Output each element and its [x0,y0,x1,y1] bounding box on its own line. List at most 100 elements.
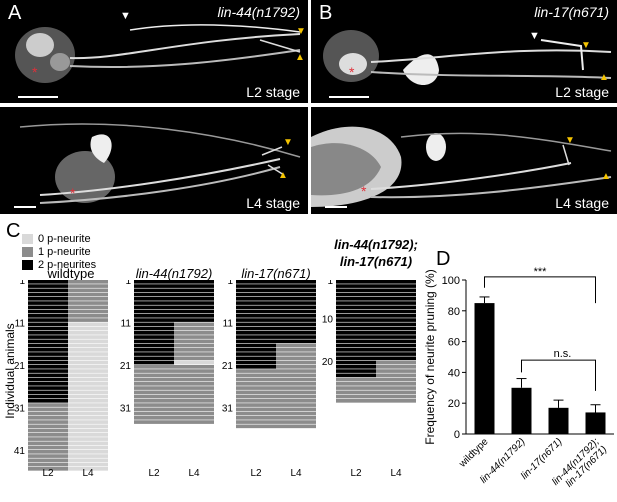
panel-b-yellow-arrowhead-icon: ▼ [581,40,591,51]
grid-cell-l2 [236,309,276,314]
grid-cell-l2 [336,352,376,356]
grid-cell-l4 [174,343,214,348]
grid-cell-l2 [236,420,276,424]
grid-cell-l2 [134,360,174,365]
grid-cell-l2 [28,394,68,399]
grid-cell-l4 [376,390,416,395]
grid-cell-l4 [376,335,416,339]
grid-cell-l2 [28,467,68,471]
bar [474,303,495,434]
grid-cell-l2 [336,356,376,361]
grid-row-tick: 11 [15,319,26,330]
panel-a-neuron-drawing [15,24,301,83]
grid-cell-l4 [276,399,316,403]
grid-row-tick: 11 [223,319,234,330]
bar [585,412,606,434]
grid-cell-l2 [134,292,174,297]
grid-row-tick: 1 [327,280,333,287]
grid-cell-l2 [28,382,68,386]
grid-cell-l4 [68,305,108,310]
grid-cell-l2 [134,369,174,373]
grid-cell-l2 [28,280,68,284]
grid-cell-l4 [68,458,108,463]
grid-cell-l4 [376,394,416,399]
grid-cell-l4 [276,331,316,335]
panel-d-image: L4 stage * ▼ ▲ [311,107,617,214]
grid-cell-l2 [236,365,276,369]
panel-a-asterisk-icon: * [32,64,38,80]
grid-cell-l2 [236,403,276,407]
grid-cell-l4 [68,339,108,344]
grid-cell-l2 [28,433,68,437]
grid-cell-l4 [276,280,316,284]
panel-d-scale-bar [325,206,347,208]
grid-cell-l2 [236,416,276,420]
panel-b-image: B lin-17(n671) L2 stage * ▼ ▼ ▲ [311,0,617,103]
grid-cell-l4 [276,407,316,412]
grid-cell-l4 [276,420,316,424]
grid-cell-l4 [68,297,108,301]
grid-cell-l4 [68,369,108,373]
grid-cell-l2 [134,301,174,305]
grid-row-tick: 21 [222,361,234,372]
grid-cell-l2 [336,365,376,369]
significance-bracket [484,276,596,304]
panel-c-yellow-arrowhead-icon: ▼ [283,137,293,148]
grid-cell-l2 [28,390,68,395]
grid-cell-l2 [336,360,376,365]
grid-cell-l4 [276,322,316,327]
grid-cell-l4 [276,339,316,344]
grid-cell-l4 [174,399,214,403]
grid-cell-l2 [134,318,174,322]
grid-cell-l2 [336,301,376,305]
grid-cell-l4 [68,356,108,361]
grid-cell-l4 [174,420,214,424]
grid-xlabel-l2: L2 [350,468,362,479]
grid-cell-l2 [236,326,276,331]
grid-cell-l2 [28,343,68,348]
grid-cell-l4 [174,326,214,331]
grid-row-tick: 1 [125,280,131,287]
grid-cell-l4 [376,284,416,288]
grid-cell-l4 [174,386,214,390]
grid-cell-l4 [376,309,416,314]
grid-cell-l2 [28,301,68,305]
grid-cell-l4 [174,292,214,297]
grid-cell-l2 [134,331,174,335]
legend-item-zero: 0 p-neurite [22,232,96,245]
grid-cell-l2 [236,297,276,301]
grid-row-tick: 1 [227,280,233,287]
panel-c-image: L4 stage * ▼ ▲ [0,107,308,214]
grid-cell-l2 [236,382,276,386]
grid-cell-l2 [28,369,68,373]
grid-cell-l4 [376,331,416,335]
grid-cell-l2 [336,377,376,382]
grid-cell-l2 [134,288,174,293]
panel-d-asterisk-icon: * [361,183,367,199]
grid-cell-l2 [236,360,276,365]
grid-cell-l2 [336,284,376,288]
grid-cell-l2 [28,360,68,365]
grid-cell-l2 [28,292,68,297]
grid-cell-l2 [28,352,68,356]
grid-row-tick: 31 [120,404,132,415]
grid-xlabel-l4: L4 [82,468,94,479]
grid-cell-l4 [174,411,214,416]
grid-cell-l4 [174,403,214,407]
grid-cell-l4 [68,394,108,399]
grid-cell-l4 [276,288,316,293]
panel-d-neuron-drawing [311,126,612,207]
grid-cell-l2 [28,420,68,424]
grid-xlabel-l2: L2 [250,468,262,479]
grid-cell-l4 [68,280,108,284]
panel-b-genotype: lin-17(n671) [534,4,609,20]
grid-cell-l2 [336,322,376,327]
grid-cell-l2 [236,322,276,327]
grid-cell-l4 [174,416,214,420]
grid-cell-l4 [376,314,416,318]
grid-cell-l2 [236,407,276,412]
grid-cell-l2 [336,386,376,390]
grid-cell-l4 [174,301,214,305]
grid-cell-l4 [276,309,316,314]
